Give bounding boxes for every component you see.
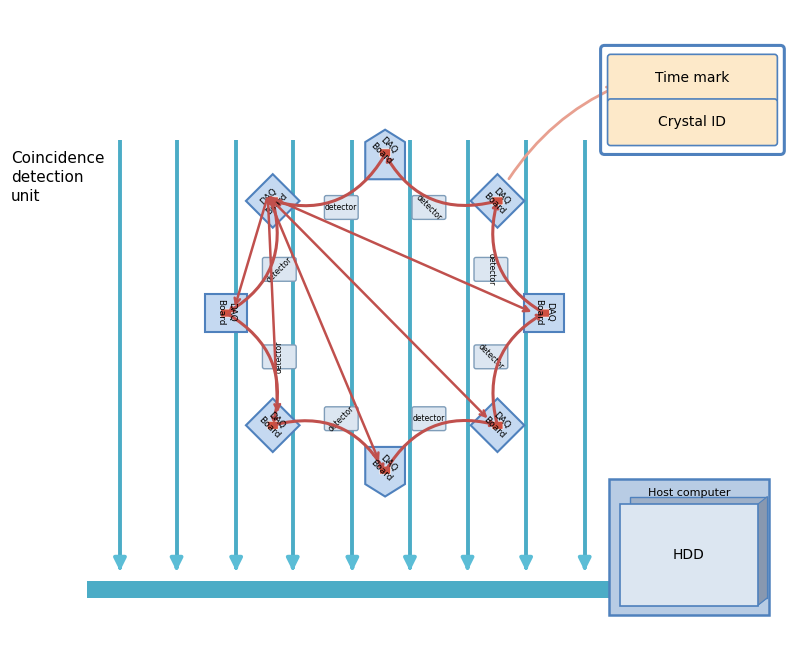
Text: DAQ
Board: DAQ Board <box>216 299 236 325</box>
Polygon shape <box>621 597 767 606</box>
FancyBboxPatch shape <box>324 407 358 431</box>
FancyBboxPatch shape <box>263 257 296 281</box>
FancyBboxPatch shape <box>607 54 777 103</box>
FancyBboxPatch shape <box>538 309 549 317</box>
FancyBboxPatch shape <box>621 504 758 606</box>
Text: detector: detector <box>486 253 495 286</box>
Text: detector: detector <box>327 404 356 434</box>
FancyBboxPatch shape <box>380 149 391 157</box>
FancyBboxPatch shape <box>474 257 508 281</box>
Text: Crystal ID: Crystal ID <box>658 115 727 129</box>
Polygon shape <box>365 130 405 179</box>
Text: DAQ
Board: DAQ Board <box>256 183 289 216</box>
Text: DAQ
Board: DAQ Board <box>369 450 401 483</box>
FancyBboxPatch shape <box>492 421 503 429</box>
Text: Time mark: Time mark <box>655 71 730 85</box>
Text: DAQ
Board: DAQ Board <box>369 133 401 166</box>
Text: DAQ
Board: DAQ Board <box>481 183 513 216</box>
Polygon shape <box>365 447 405 496</box>
Text: detector: detector <box>325 203 357 212</box>
FancyBboxPatch shape <box>492 197 503 205</box>
FancyBboxPatch shape <box>380 466 391 474</box>
Polygon shape <box>758 496 767 606</box>
Text: detector: detector <box>414 193 444 222</box>
Text: detector: detector <box>413 414 445 423</box>
FancyBboxPatch shape <box>87 581 680 598</box>
FancyBboxPatch shape <box>268 421 278 429</box>
FancyBboxPatch shape <box>324 196 358 220</box>
Text: detector: detector <box>477 342 505 371</box>
FancyBboxPatch shape <box>607 99 777 146</box>
FancyArrowPatch shape <box>276 421 383 467</box>
Polygon shape <box>246 399 300 452</box>
FancyArrowPatch shape <box>228 314 277 421</box>
FancyArrowPatch shape <box>387 421 493 469</box>
FancyBboxPatch shape <box>609 479 770 616</box>
Polygon shape <box>246 174 300 227</box>
FancyArrowPatch shape <box>493 315 540 422</box>
FancyBboxPatch shape <box>524 294 564 332</box>
Text: DAQ
Board: DAQ Board <box>256 408 289 441</box>
FancyBboxPatch shape <box>474 345 508 369</box>
FancyBboxPatch shape <box>221 309 231 317</box>
FancyArrowPatch shape <box>278 157 384 205</box>
Text: detector: detector <box>275 341 284 373</box>
FancyBboxPatch shape <box>412 407 446 431</box>
FancyBboxPatch shape <box>412 196 446 220</box>
FancyArrowPatch shape <box>231 203 277 311</box>
FancyArrowPatch shape <box>493 206 541 312</box>
FancyBboxPatch shape <box>263 345 296 369</box>
Polygon shape <box>471 174 525 227</box>
Polygon shape <box>471 399 525 452</box>
Text: HDD: HDD <box>673 548 705 562</box>
Text: DAQ
Board: DAQ Board <box>481 408 513 441</box>
Text: detector: detector <box>264 255 294 284</box>
FancyBboxPatch shape <box>630 496 767 597</box>
Text: DAQ
Board: DAQ Board <box>534 299 553 325</box>
FancyBboxPatch shape <box>205 294 247 332</box>
FancyArrowPatch shape <box>387 159 495 205</box>
Text: Host computer: Host computer <box>648 487 731 498</box>
FancyBboxPatch shape <box>268 197 278 205</box>
Text: Coincidence
detection
unit: Coincidence detection unit <box>10 150 104 204</box>
